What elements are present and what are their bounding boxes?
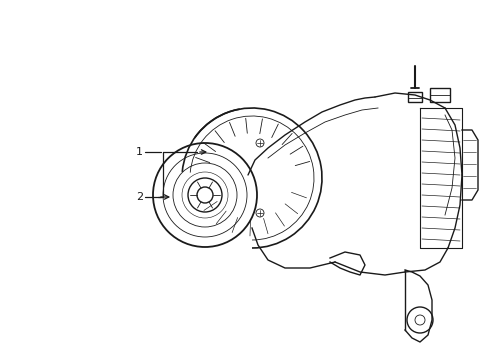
Bar: [429, 88, 449, 102]
Text: 1: 1: [136, 147, 142, 157]
Text: 2: 2: [136, 192, 142, 202]
